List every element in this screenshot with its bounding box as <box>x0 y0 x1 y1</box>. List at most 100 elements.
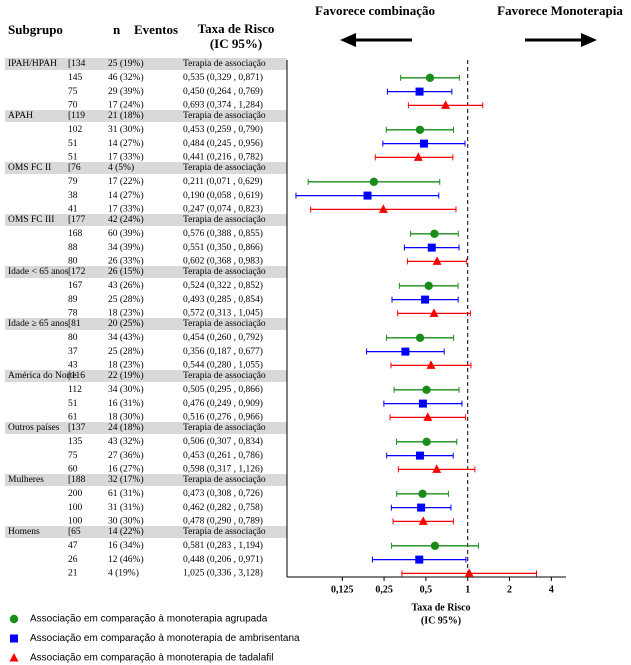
row-n: 51 <box>68 139 78 149</box>
point <box>378 204 388 213</box>
subgroup-n: [116 <box>68 371 85 381</box>
row-ci: 1,025 (0,336 , 3,128) <box>183 568 263 579</box>
subgroup-name: IPAH/HPAH <box>8 59 57 69</box>
row-events: 34 (30%) <box>108 384 144 395</box>
point <box>401 347 410 356</box>
row-events: 16 (31%) <box>108 398 144 409</box>
subgroup-events: 22 (19%) <box>108 370 144 381</box>
point <box>418 489 427 498</box>
subgroup-name: América do Norte <box>8 371 77 381</box>
point <box>422 437 431 446</box>
subgroup-therapy: Terapia de associação <box>183 59 266 69</box>
x-label: (IC 95%) <box>421 615 461 626</box>
row-events: 16 (27%) <box>108 464 144 475</box>
point <box>415 125 425 134</box>
subgroup-name: Homens <box>8 527 40 537</box>
row-events: 43 (26%) <box>108 280 144 291</box>
row-n: 145 <box>68 73 83 83</box>
subgroup-therapy: Terapia de associação <box>183 475 266 485</box>
row-events: 29 (39%) <box>108 86 144 97</box>
row-n: 100 <box>68 517 83 527</box>
row-events: 30 (30%) <box>108 516 144 527</box>
col-header: Eventos <box>134 22 178 37</box>
point <box>415 555 424 564</box>
row-events: 14 (27%) <box>108 190 144 201</box>
row-ci: 0,473 (0,308 , 0,726) <box>183 488 263 499</box>
point <box>427 243 436 252</box>
favors-right: Favorece Monoterapia <box>497 3 623 18</box>
row-n: 61 <box>68 413 78 423</box>
point <box>423 412 433 421</box>
point <box>424 281 433 290</box>
row-n: 112 <box>68 385 82 395</box>
x-tick-label: 2 <box>507 584 512 595</box>
subgroup-band <box>5 474 287 486</box>
row-n: 38 <box>68 191 78 201</box>
subgroup-band <box>5 422 287 434</box>
row-n: 41 <box>68 205 78 215</box>
subgroup-band <box>5 370 287 382</box>
point <box>363 191 372 200</box>
row-n: 26 <box>68 555 78 565</box>
row-n: 89 <box>68 295 78 305</box>
row-events: 61 (31%) <box>108 488 144 499</box>
row-events: 12 (46%) <box>108 554 144 565</box>
row-ci: 0,484 (0,245 , 0,956) <box>183 138 263 149</box>
row-events: 18 (23%) <box>108 308 144 319</box>
row-events: 25 (28%) <box>108 346 144 357</box>
point <box>425 73 435 83</box>
row-events: 34 (39%) <box>108 242 144 253</box>
point <box>415 333 425 342</box>
point <box>419 139 428 148</box>
row-events: 34 (43%) <box>108 332 144 343</box>
subgroup-therapy: Terapia de associação <box>183 319 266 329</box>
row-ci: 0,516 (0,276 , 0,966) <box>183 412 263 423</box>
row-ci: 0,454 (0,260 , 0,792) <box>183 332 263 343</box>
row-ci: 0,602 (0,368 , 0,983) <box>183 256 263 267</box>
subgroup-name: Outros países <box>8 423 60 433</box>
subgroup-therapy: Terapia de associação <box>183 527 266 537</box>
subgroup-n: [172 <box>68 267 86 277</box>
subgroup-therapy: Terapia de associação <box>183 215 266 225</box>
subgroup-therapy: Terapia de associação <box>183 267 266 277</box>
subgroup-events: 21 (18%) <box>108 110 144 121</box>
row-ci: 0,441 (0,216 , 0,782) <box>183 152 263 163</box>
x-tick-label: 0,5 <box>420 584 433 595</box>
point <box>464 568 474 577</box>
subgroup-band <box>5 58 287 70</box>
row-events: 18 (30%) <box>108 412 144 423</box>
subgroup-band <box>5 110 287 122</box>
row-n: 200 <box>68 489 83 499</box>
col-header: n <box>113 22 121 37</box>
x-tick-label: 1 <box>465 584 470 595</box>
col-header: Taxa de Risco <box>198 21 275 36</box>
row-ci: 0,211 (0,071 , 0,629) <box>183 176 263 187</box>
subgroup-events: 20 (25%) <box>108 318 144 329</box>
col-header: (IC 95%) <box>210 36 262 51</box>
row-ci: 0,535 (0,329 , 0,871) <box>183 72 263 83</box>
subgroup-name: Idade < 65 anos <box>8 267 69 277</box>
row-ci: 0,581 (0,283 , 1,194) <box>183 540 263 551</box>
row-events: 17 (33%) <box>108 152 144 163</box>
row-n: 100 <box>68 503 83 513</box>
row-n: 168 <box>68 229 83 239</box>
subgroup-events: 25 (19%) <box>108 58 144 69</box>
row-ci: 0,598 (0,317 , 1,126) <box>183 464 263 475</box>
arrow-right <box>525 33 597 47</box>
legend-label: Associação em comparação à monoterapia a… <box>30 614 268 625</box>
col-header: Subgrupo <box>8 22 63 37</box>
row-n: 167 <box>68 281 83 291</box>
subgroup-band <box>5 318 287 330</box>
row-events: 27 (36%) <box>108 450 144 461</box>
row-n: 70 <box>68 101 78 111</box>
subgroup-events: 42 (24%) <box>108 214 144 225</box>
subgroup-n: [188 <box>68 475 86 485</box>
row-ci: 0,247 (0,074 , 0,823) <box>183 204 263 215</box>
subgroup-events: 26 (15%) <box>108 266 144 277</box>
row-n: 88 <box>68 243 78 253</box>
point <box>429 308 439 317</box>
row-ci: 0,493 (0,285 , 0,854) <box>183 294 263 305</box>
subgroup-band <box>5 526 287 538</box>
point <box>415 451 424 460</box>
